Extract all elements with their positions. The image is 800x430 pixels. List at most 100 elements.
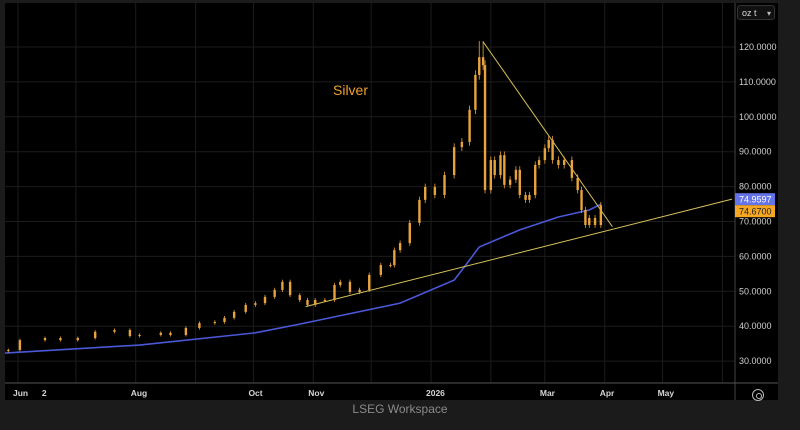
candle	[481, 41, 485, 70]
trendline-descending-resistance	[482, 41, 613, 228]
candle-body	[551, 139, 554, 161]
candle	[503, 151, 506, 189]
candle	[244, 302, 247, 314]
candle	[59, 336, 62, 342]
candle-body	[493, 160, 496, 176]
candle-body	[138, 334, 141, 336]
candle	[232, 310, 236, 320]
candle	[570, 156, 574, 182]
y-tick-label: 50.0000	[739, 286, 772, 296]
candle	[18, 338, 22, 352]
x-axis[interactable]: Jun 2 Aug Oct Nov 2026 Mar Apr May	[13, 388, 674, 398]
candle	[138, 333, 141, 338]
candle-body	[557, 160, 560, 165]
y-tick-label: 90.0000	[739, 147, 772, 157]
candle	[518, 166, 521, 199]
candle	[393, 247, 396, 268]
candle-body	[333, 285, 336, 301]
candle-body	[358, 289, 361, 292]
candle	[368, 272, 371, 293]
candle-body	[503, 155, 506, 185]
candle-body	[281, 281, 284, 290]
candle-body	[7, 349, 10, 352]
ma-last-value: 74.9597	[739, 195, 772, 205]
candle-body	[424, 186, 427, 200]
candle-body	[570, 160, 574, 178]
candle-body	[314, 300, 317, 305]
x-tick-label: Mar	[540, 388, 556, 398]
ma-last-value-label: 74.9597	[735, 193, 775, 206]
trendlines[interactable]	[305, 41, 733, 308]
candle	[460, 138, 464, 151]
candle	[389, 262, 392, 268]
candle-body	[76, 338, 80, 341]
candle	[551, 135, 554, 164]
candle	[348, 279, 352, 295]
candle-body	[398, 243, 402, 251]
candle	[443, 171, 446, 199]
candle-body	[408, 222, 411, 244]
candle-body	[576, 177, 579, 191]
candle-body	[481, 57, 485, 66]
candle-body	[474, 74, 477, 110]
candle-body	[198, 323, 201, 328]
scrollbar[interactable]	[778, 0, 800, 400]
candle	[223, 316, 226, 324]
settings-icon[interactable]	[752, 389, 764, 401]
candle	[547, 135, 550, 153]
candle	[159, 331, 162, 337]
candle	[379, 262, 383, 278]
y-tick-label: 100.0000	[739, 112, 777, 122]
price-last-value-label: 74.6700	[735, 205, 775, 218]
x-tick-label: Apr	[600, 388, 615, 398]
y-axis[interactable]: 30.0000 40.0000 50.0000 60.0000 70.0000 80.00…	[739, 42, 777, 366]
unit-selector[interactable]: oz t ▾	[737, 5, 775, 20]
candle	[273, 287, 276, 299]
candle	[358, 287, 361, 295]
candle	[433, 183, 437, 199]
candle-body	[169, 332, 172, 335]
candle-body	[534, 164, 537, 195]
candle-body	[433, 186, 437, 195]
candle	[198, 321, 201, 330]
candle	[499, 151, 502, 179]
candle	[524, 191, 527, 204]
candle-body	[288, 281, 292, 296]
candle	[593, 215, 597, 228]
candle	[483, 60, 487, 194]
candle	[562, 156, 566, 169]
candle-body	[443, 175, 446, 195]
candle	[508, 176, 512, 189]
candle-body	[489, 160, 493, 191]
candle-body	[483, 65, 487, 191]
candle-body	[537, 160, 541, 165]
candle	[314, 298, 317, 307]
y-tick-label: 110.0000	[739, 77, 776, 87]
candle	[599, 202, 603, 228]
candle-body	[184, 327, 188, 335]
moving-average-line	[4, 203, 602, 354]
candle-body	[213, 322, 217, 324]
candle	[588, 215, 591, 228]
candle	[514, 166, 518, 184]
candle-body	[379, 265, 383, 275]
candle-body	[273, 289, 276, 297]
x-tick-label: Aug	[131, 388, 148, 398]
candle-body	[514, 169, 518, 180]
candle-body	[59, 338, 62, 341]
candle	[528, 191, 531, 204]
y-tick-label: 120.0000	[739, 42, 777, 52]
candle	[254, 301, 257, 307]
candle	[576, 174, 579, 194]
candle-body	[599, 205, 603, 225]
candle	[478, 41, 481, 80]
candle	[534, 161, 537, 199]
candle-body	[547, 139, 550, 149]
candle-body	[128, 330, 132, 336]
y-tick-label: 60.0000	[739, 251, 772, 261]
candle	[580, 186, 583, 214]
candle	[93, 330, 97, 340]
candle-body	[584, 209, 587, 225]
candle-body	[159, 332, 162, 335]
